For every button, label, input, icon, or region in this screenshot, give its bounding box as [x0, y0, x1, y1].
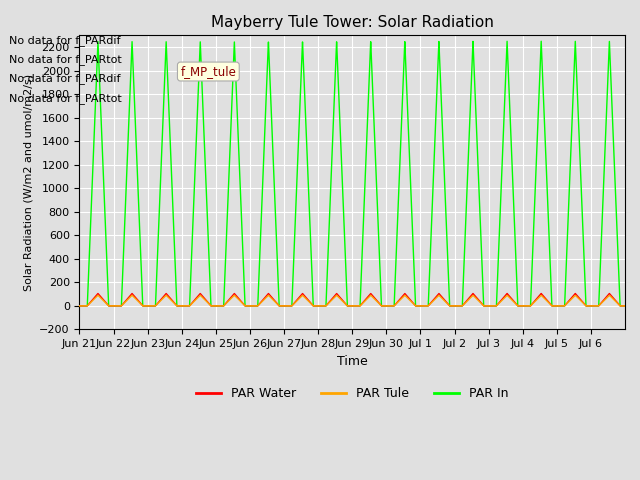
Y-axis label: Solar Radiation (W/m2 and umol/m2/s): Solar Radiation (W/m2 and umol/m2/s)	[24, 74, 34, 291]
Text: No data for f_PARtot: No data for f_PARtot	[8, 93, 122, 104]
Legend: PAR Water, PAR Tule, PAR In: PAR Water, PAR Tule, PAR In	[191, 383, 513, 406]
X-axis label: Time: Time	[337, 355, 367, 368]
Text: No data for f_PARdif: No data for f_PARdif	[8, 36, 120, 46]
Text: f_MP_tule: f_MP_tule	[180, 65, 236, 78]
Text: No data for f_PARtot: No data for f_PARtot	[8, 54, 122, 65]
Title: Mayberry Tule Tower: Solar Radiation: Mayberry Tule Tower: Solar Radiation	[211, 15, 493, 30]
Text: No data for f_PARdif: No data for f_PARdif	[8, 73, 120, 84]
